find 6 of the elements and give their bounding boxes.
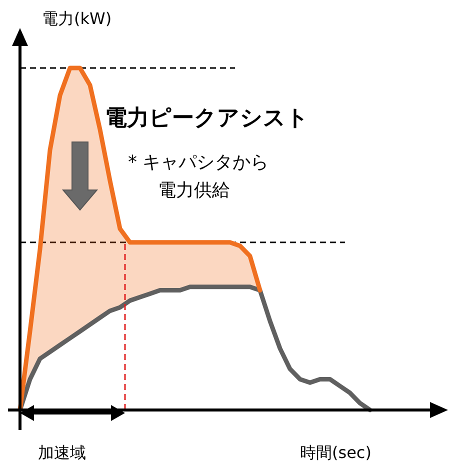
y-axis-title: 電力(kW) bbox=[42, 9, 112, 28]
annotation: 電力供給 bbox=[158, 180, 230, 201]
annotation: * キャパシタから bbox=[128, 152, 269, 173]
annotation: 電力ピークアシスト bbox=[105, 106, 309, 131]
text: 加速域 bbox=[38, 443, 86, 462]
x-axis-title: 時間(sec) bbox=[300, 443, 372, 462]
